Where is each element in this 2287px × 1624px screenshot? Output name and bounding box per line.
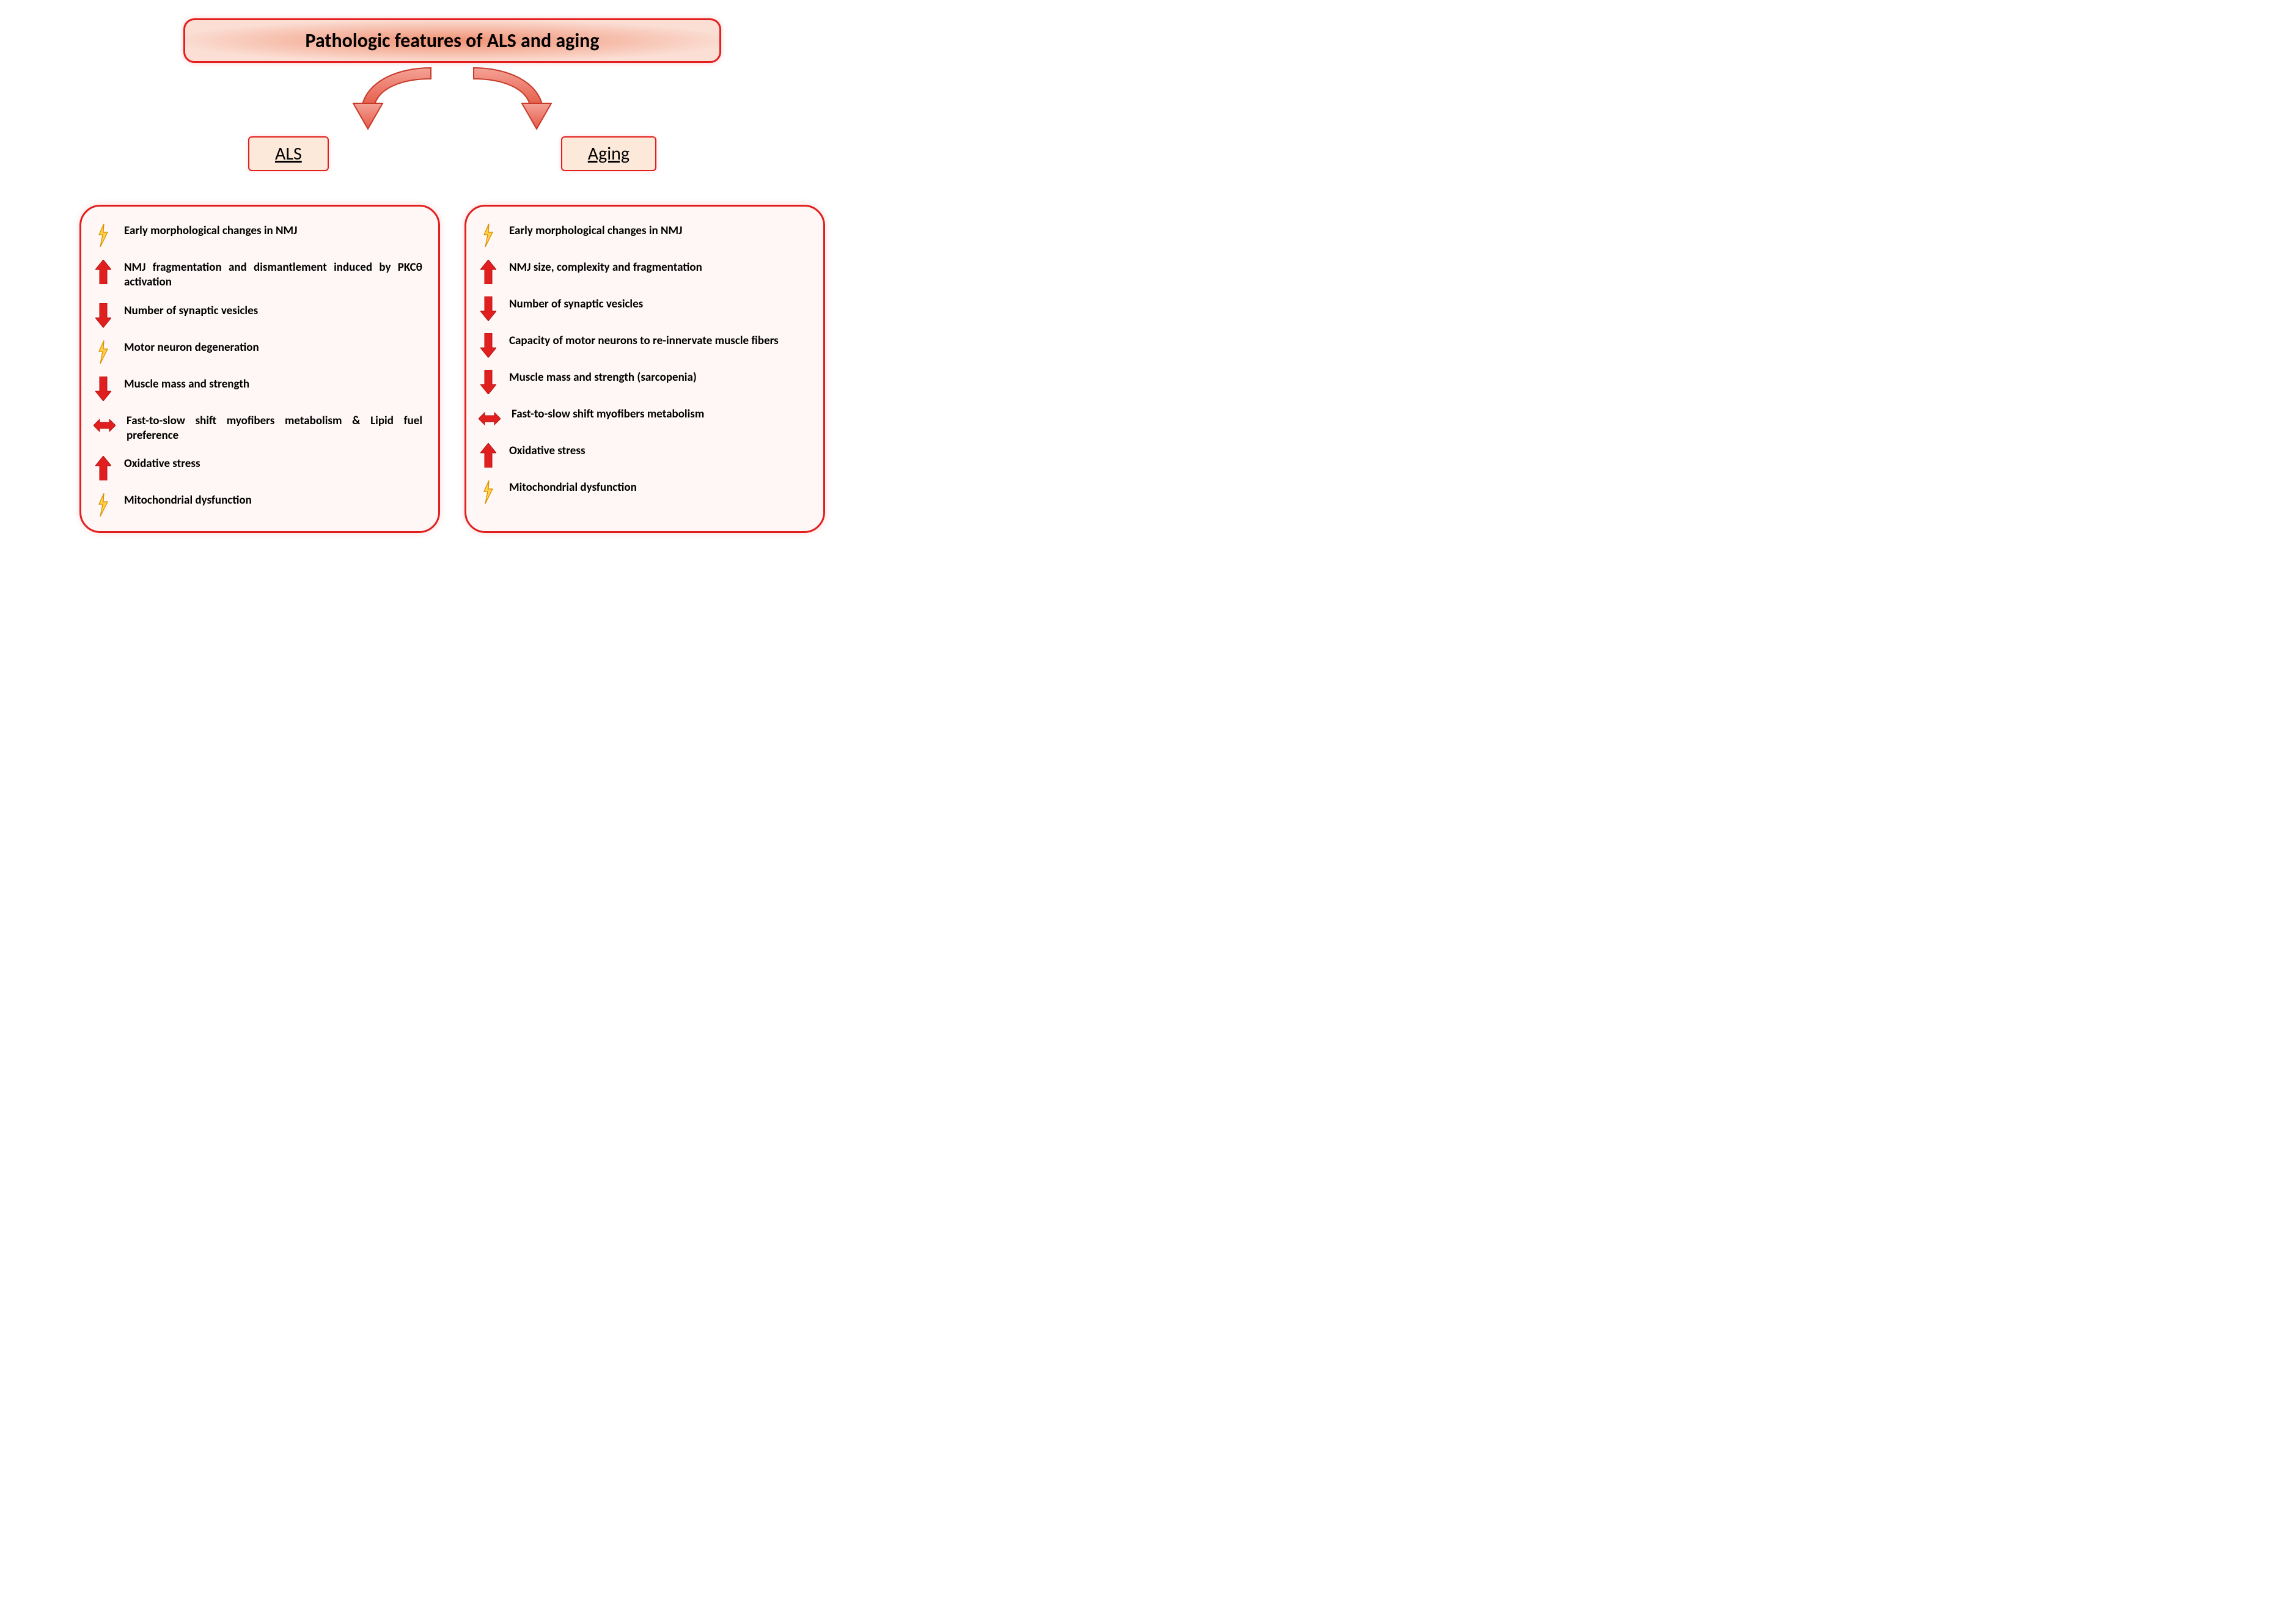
arrow-down-icon xyxy=(95,303,111,328)
feature-item: Fast-to-slow shift myofibers metabolism … xyxy=(94,414,422,444)
als-panel: Early morphological changes in NMJ NMJ f… xyxy=(79,205,440,533)
feature-text: NMJ size, complexity and fragmentation xyxy=(509,260,807,275)
feature-text: Early morphological changes in NMJ xyxy=(124,224,422,238)
feature-item: Motor neuron degeneration xyxy=(94,340,422,364)
up-icon-wrap xyxy=(94,457,113,480)
feature-text: Oxidative stress xyxy=(124,457,422,471)
feature-item: Muscle mass and strength (sarcopenia) xyxy=(479,370,807,394)
lightning-bolt-icon xyxy=(482,224,494,247)
up-icon-wrap xyxy=(479,260,498,284)
feature-item: Mitochondrial dysfunction xyxy=(479,480,807,504)
feature-text: Muscle mass and strength (sarcopenia) xyxy=(509,370,807,385)
feature-text: Capacity of motor neurons to re-innervat… xyxy=(509,334,807,348)
arrow-leftright-icon xyxy=(94,419,116,432)
diagram-container: Pathologic features of ALS and aging xyxy=(18,18,886,533)
arrow-up-icon xyxy=(480,443,496,468)
right-curve-arrow xyxy=(474,68,551,129)
bolt-icon-wrap xyxy=(94,340,113,364)
feature-item: NMJ fragmentation and dismantlement indu… xyxy=(94,260,422,290)
feature-item: Capacity of motor neurons to re-innervat… xyxy=(479,334,807,357)
arrow-up-icon xyxy=(480,260,496,284)
arrow-down-icon xyxy=(480,333,496,358)
feature-text: NMJ fragmentation and dismantlement indu… xyxy=(124,260,422,290)
feature-item: Mitochondrial dysfunction xyxy=(94,493,422,516)
feature-text: Fast-to-slow shift myofibers metabolism … xyxy=(127,414,422,444)
arrow-down-icon xyxy=(480,370,496,394)
feature-text: Mitochondrial dysfunction xyxy=(124,493,422,508)
feature-text: Mitochondrial dysfunction xyxy=(509,480,807,495)
aging-heading: Aging xyxy=(588,142,630,165)
aging-panel: Early morphological changes in NMJ NMJ s… xyxy=(464,205,825,533)
panels-row: Early morphological changes in NMJ NMJ f… xyxy=(18,205,886,533)
feature-text: Early morphological changes in NMJ xyxy=(509,224,807,238)
als-heading: ALS xyxy=(275,142,302,165)
lr-icon-wrap xyxy=(94,414,116,437)
bolt-icon-wrap xyxy=(479,480,498,504)
feature-text: Oxidative stress xyxy=(509,444,807,458)
feature-text: Muscle mass and strength xyxy=(124,377,422,392)
arrow-up-icon xyxy=(95,260,111,284)
feature-item: Number of synaptic vesicles xyxy=(479,297,807,320)
bolt-icon-wrap xyxy=(479,224,498,247)
feature-text: Number of synaptic vesicles xyxy=(509,297,807,312)
feature-text: Fast-to-slow shift myofibers metabolism xyxy=(512,407,807,422)
curved-arrows-svg xyxy=(183,63,721,142)
arrow-leftright-icon xyxy=(479,412,501,425)
down-icon-wrap xyxy=(479,334,498,357)
feature-item: Fast-to-slow shift myofibers metabolism xyxy=(479,407,807,430)
title-box: Pathologic features of ALS and aging xyxy=(183,18,721,63)
feature-text: Motor neuron degeneration xyxy=(124,340,422,355)
arrow-down-icon xyxy=(480,296,496,321)
left-curve-arrow xyxy=(353,68,431,129)
down-icon-wrap xyxy=(94,377,113,400)
bolt-icon-wrap xyxy=(94,224,113,247)
feature-text: Number of synaptic vesicles xyxy=(124,304,422,318)
down-icon-wrap xyxy=(94,304,113,327)
feature-item: Early morphological changes in NMJ xyxy=(94,224,422,247)
feature-item: NMJ size, complexity and fragmentation xyxy=(479,260,807,284)
lightning-bolt-icon xyxy=(97,224,109,247)
up-icon-wrap xyxy=(479,444,498,467)
lr-icon-wrap xyxy=(479,407,501,430)
title-text: Pathologic features of ALS and aging xyxy=(305,29,599,53)
down-icon-wrap xyxy=(479,370,498,394)
bolt-icon-wrap xyxy=(94,493,113,516)
up-icon-wrap xyxy=(94,260,113,284)
lightning-bolt-icon xyxy=(97,493,109,516)
connector-arrows xyxy=(183,63,721,136)
feature-item: Number of synaptic vesicles xyxy=(94,304,422,327)
arrow-up-icon xyxy=(95,456,111,480)
feature-item: Oxidative stress xyxy=(479,444,807,467)
feature-item: Early morphological changes in NMJ xyxy=(479,224,807,247)
lightning-bolt-icon xyxy=(482,480,494,504)
feature-item: Oxidative stress xyxy=(94,457,422,480)
feature-item: Muscle mass and strength xyxy=(94,377,422,400)
down-icon-wrap xyxy=(479,297,498,320)
lightning-bolt-icon xyxy=(97,340,109,364)
arrow-down-icon xyxy=(95,377,111,401)
